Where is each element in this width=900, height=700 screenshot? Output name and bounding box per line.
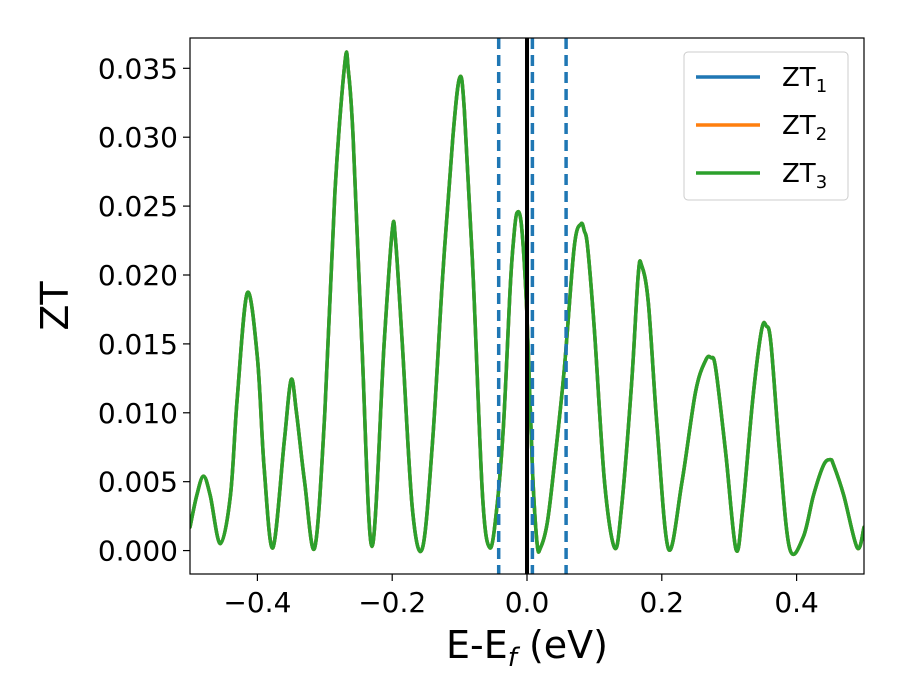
legend: ZT1 ZT2 ZT3 xyxy=(683,51,849,201)
x-axis-title: E-Ef (eV) xyxy=(446,623,608,673)
y-axis: 0.000 0.005 0.010 0.015 0.020 0.025 0.030 0.035 xyxy=(98,52,190,568)
legend-label-3: ZT3 xyxy=(782,159,827,193)
plot-area xyxy=(190,38,864,574)
legend-box xyxy=(683,51,849,201)
y-tick-label: 0.030 xyxy=(98,121,178,154)
y-tick-label: 0.000 xyxy=(98,535,178,568)
x-tick-label: 0.4 xyxy=(774,586,819,619)
y-tick-label: 0.015 xyxy=(98,328,178,361)
series-line-3 xyxy=(190,50,864,557)
x-tick-label: 0.0 xyxy=(505,586,550,619)
y-tick-label: 0.025 xyxy=(98,190,178,223)
x-tick-label: 0.2 xyxy=(640,586,685,619)
y-tick-label: 0.005 xyxy=(98,466,178,499)
x-axis: −0.4 −0.2 0.0 0.2 0.4 xyxy=(223,574,819,619)
x-tick-label: −0.4 xyxy=(223,586,291,619)
y-tick-label: 0.020 xyxy=(98,259,178,292)
legend-label-1: ZT1 xyxy=(782,63,827,97)
y-tick-label: 0.010 xyxy=(98,397,178,430)
y-axis-title: ZT xyxy=(33,281,77,331)
x-tick-label: −0.2 xyxy=(358,586,426,619)
legend-label-2: ZT2 xyxy=(782,111,827,145)
y-tick-label: 0.035 xyxy=(98,52,178,85)
x-axis-title-unit: (eV) xyxy=(517,623,608,667)
x-axis-title-main: E-E xyxy=(446,623,508,667)
